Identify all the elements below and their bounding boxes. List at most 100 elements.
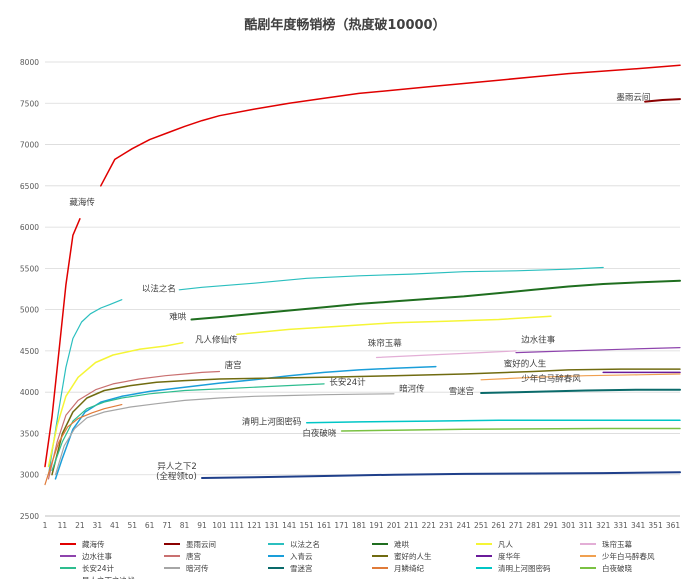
series-annotation: 凡人修仙传: [195, 335, 238, 346]
x-tick-label: 321: [596, 521, 611, 530]
y-tick-label: 4000: [20, 388, 39, 397]
y-tick-label: 6000: [20, 223, 39, 232]
x-tick-label: 281: [526, 521, 541, 530]
series-line: [201, 471, 681, 479]
legend-label: 凡人: [498, 540, 513, 549]
legend-label: 长安24计: [82, 563, 115, 573]
series-line: [515, 347, 681, 354]
legend-label: 墨雨云间: [186, 540, 216, 549]
x-tick-label: 251: [474, 521, 489, 530]
series-annotation: 蜜好的人生: [504, 359, 547, 370]
series-line: [305, 419, 681, 424]
x-tick-label: 1: [43, 521, 48, 530]
y-tick-label: 7000: [20, 141, 39, 150]
series-annotation: 边水往事: [521, 335, 556, 346]
legend-label: 白夜破晓: [602, 563, 632, 573]
series-annotation: 珠帘玉幕: [368, 338, 403, 349]
x-tick-label: 231: [439, 521, 454, 530]
legend-label: 雪迷宫: [290, 563, 313, 573]
series-annotation: 墨雨云间: [616, 93, 650, 103]
y-tick-label: 8000: [20, 58, 39, 67]
x-tick-label: 51: [127, 521, 137, 530]
x-tick-label: 181: [352, 521, 367, 530]
series-annotation: 以法之名: [142, 283, 176, 294]
y-tick-label: 3000: [20, 471, 39, 480]
legend-label: 以法之名: [290, 539, 320, 549]
series-line: [236, 315, 552, 336]
x-tick-label: 201: [387, 521, 402, 530]
series-line: [51, 368, 681, 476]
x-tick-label: 191: [369, 521, 384, 530]
x-tick-label: 41: [110, 521, 120, 530]
x-tick-label: 91: [197, 521, 207, 530]
x-tick-label: 221: [422, 521, 437, 530]
x-tick-label: 61: [145, 521, 155, 530]
series-layer: [44, 64, 681, 486]
y-tick-label: 6500: [20, 182, 39, 191]
legend-label: 唐宫: [186, 551, 201, 561]
x-tick-label: 101: [212, 521, 227, 530]
x-tick-label: 21: [75, 521, 85, 530]
legend-label: 珠帘玉幕: [602, 539, 632, 549]
axis-layer: 2500 3000 3500 4000 4500 5000 5500 6000 6500 7000…: [20, 58, 680, 530]
series-line: [178, 266, 604, 291]
series-annotation: 雪迷宫: [449, 386, 475, 397]
legend-label: 蜜好的人生: [394, 551, 432, 561]
x-tick-label: 211: [404, 521, 419, 530]
series-line: [47, 299, 123, 476]
x-tick-label: 291: [544, 521, 559, 530]
x-tick-label: 301: [561, 521, 576, 530]
y-tick-label: 3500: [20, 429, 39, 438]
series-line: [375, 350, 517, 359]
series-line: [47, 370, 221, 480]
legend-label: 暗河传: [186, 563, 209, 573]
series-annotation: 异人之下2: [157, 461, 196, 472]
legend-label: 少年白马醉春风: [602, 551, 655, 561]
series-annotation: 清明上河图密码: [242, 416, 302, 427]
y-tick-label: 5000: [20, 306, 39, 315]
x-tick-label: 361: [666, 521, 681, 530]
series-annotation: 少年白马醉春风: [521, 373, 581, 384]
x-tick-label: 71: [162, 521, 172, 530]
x-tick-label: 311: [579, 521, 594, 530]
legend-label: 月鳞绮纪: [394, 563, 424, 573]
x-tick-label: 11: [58, 521, 68, 530]
x-tick-label: 121: [247, 521, 262, 530]
y-tick-label: 4500: [20, 347, 39, 356]
chart-title: 酷剧年度畅销榜（热度破10000）: [244, 17, 445, 33]
series-line: [190, 279, 681, 321]
series-annotation: 藏海传: [69, 197, 95, 208]
x-tick-label: 81: [180, 521, 190, 530]
series-annotation: 长安24计: [329, 377, 366, 388]
legend-label: 异人之下之决战: [82, 575, 135, 579]
series-annotation: 白夜破晓: [302, 428, 337, 439]
series-line: [480, 373, 681, 381]
legend-label: 入青云: [290, 551, 313, 561]
series-line: [51, 383, 325, 472]
series-line: [480, 388, 681, 394]
x-tick-label: 171: [334, 521, 349, 530]
x-tick-label: 331: [614, 521, 629, 530]
series-annotation: 难哄: [169, 312, 187, 323]
series-annotation: 暗河传: [399, 383, 425, 394]
y-tick-label: 2500: [20, 512, 39, 521]
x-tick-label: 131: [265, 521, 280, 530]
x-tick-label: 31: [93, 521, 103, 530]
series-annotation: 唐宫: [225, 360, 242, 371]
legend-label: 边水往事: [82, 551, 112, 561]
x-tick-label: 341: [631, 521, 646, 530]
x-tick-label: 261: [491, 521, 506, 530]
series-line: [44, 404, 123, 486]
grid-layer: [45, 61, 680, 517]
x-tick-label: 351: [648, 521, 663, 530]
y-tick-label: 7500: [20, 99, 39, 108]
series-line: [47, 341, 184, 468]
x-tick-label: 111: [230, 521, 245, 530]
legend-label: 藏海传: [82, 539, 105, 549]
series-line: [44, 218, 81, 468]
x-tick-label: 151: [300, 521, 315, 530]
